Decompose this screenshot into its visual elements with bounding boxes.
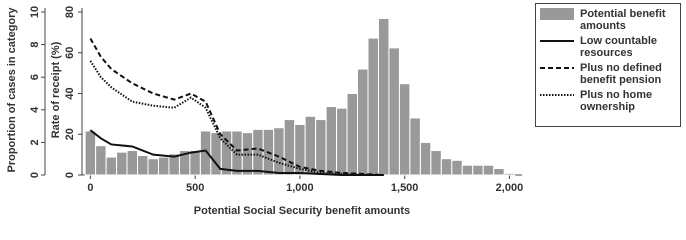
bar — [367, 37, 379, 176]
x-axis-title: Potential Social Security benefit amount… — [194, 205, 410, 217]
bar — [189, 150, 201, 176]
bar — [137, 154, 149, 176]
bar — [503, 172, 516, 176]
legend: Potential benefit amounts Low countable r… — [535, 3, 681, 127]
x-tick-label: 1,500 — [391, 182, 419, 194]
bar — [231, 130, 243, 176]
y2-tick-label: 60 — [64, 47, 76, 59]
y2-tick-label: 40 — [64, 87, 76, 99]
legend-label: Plus no home ownership — [580, 89, 653, 113]
x-tick-label: 0 — [87, 182, 93, 194]
y2-tick-label: 0 — [64, 172, 76, 178]
y2-tick-label: 80 — [64, 6, 76, 18]
bar — [315, 119, 327, 176]
bar — [304, 115, 317, 176]
bar — [398, 83, 411, 176]
bar — [95, 145, 107, 176]
bar — [451, 159, 463, 176]
bar — [84, 130, 97, 176]
bar — [440, 158, 453, 176]
bar — [419, 141, 432, 176]
bar — [126, 150, 139, 176]
y-tick-label: 0 — [29, 172, 41, 178]
legend-label: Low countable resources — [580, 35, 657, 59]
bar — [157, 156, 170, 176]
bar — [273, 127, 285, 176]
bar — [283, 119, 296, 176]
bar — [357, 68, 369, 176]
bar — [377, 18, 390, 176]
legend-item: Plus no home ownership — [540, 89, 676, 113]
x-tick-label: 2,000 — [496, 182, 524, 194]
bar — [346, 93, 359, 176]
y-tick-label: 2 — [29, 139, 41, 145]
bar — [199, 130, 212, 176]
y-axis-title: Proportion of cases in category — [6, 7, 18, 173]
line — [89, 129, 384, 176]
y-tick-label: 10 — [29, 6, 41, 18]
y2-axis-title: Rate of receipt (%) — [50, 41, 62, 138]
legend-item: Potential benefit amounts — [540, 8, 676, 32]
page: {"chart_data": {"type": "histogram", "xl… — [5, 3, 681, 217]
x-tick-label: 1,000 — [286, 182, 314, 194]
legend-key — [540, 40, 574, 42]
y-tick-label: 4 — [29, 106, 41, 113]
y-tick-label: 8 — [29, 42, 41, 48]
legend-label: Potential benefit amounts — [580, 8, 666, 32]
bar — [430, 150, 442, 176]
bar — [252, 128, 264, 176]
bar — [409, 117, 421, 176]
chart: Proportion of cases in category Rate of … — [6, 6, 524, 217]
bar — [493, 167, 505, 176]
line — [89, 37, 384, 176]
bar — [147, 158, 159, 176]
x-tick-label: 500 — [186, 182, 204, 194]
bar — [472, 164, 484, 176]
legend-item: Plus no defined benefit pension — [540, 62, 676, 86]
legend-key — [540, 67, 574, 69]
legend-item: Low countable resources — [540, 35, 676, 59]
y2-tick-label: 20 — [64, 128, 76, 140]
y-tick-label: 6 — [29, 74, 41, 80]
legend-label: Plus no defined benefit pension — [580, 62, 662, 86]
bar — [325, 106, 338, 176]
bar — [116, 151, 128, 176]
bar — [482, 164, 495, 176]
legend-key — [540, 94, 574, 96]
bar — [105, 156, 118, 176]
bar — [461, 164, 474, 176]
bar — [336, 107, 348, 176]
legend-key — [540, 8, 574, 20]
bar — [388, 47, 400, 176]
